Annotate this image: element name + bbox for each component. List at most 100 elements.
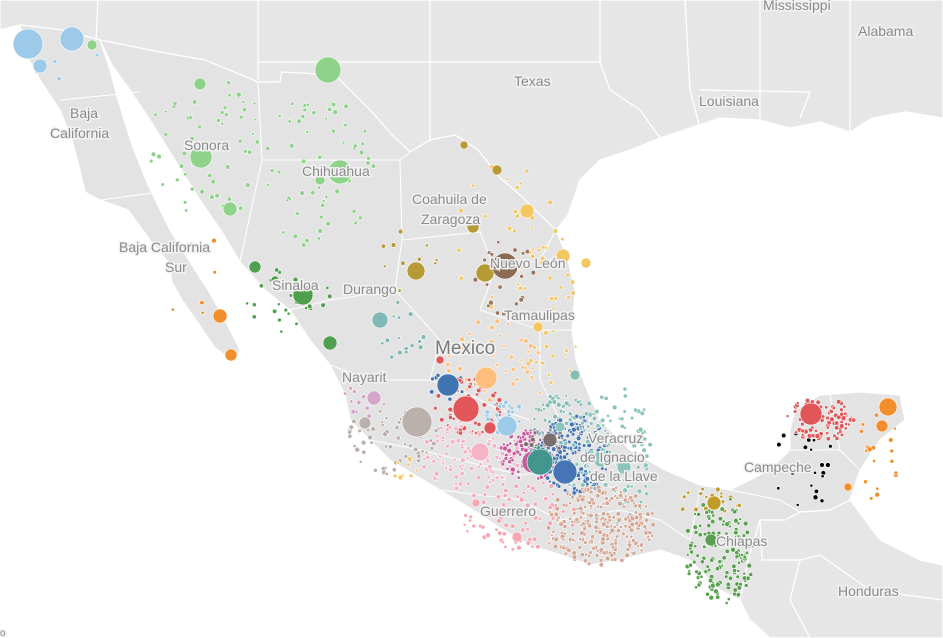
city-dot-sonora[interactable] (199, 189, 205, 195)
city-dot-guerrero[interactable] (530, 544, 535, 549)
city-dot-puebla[interactable] (594, 469, 600, 475)
city-dot-veracruz[interactable] (571, 442, 577, 448)
city-dot-veracruz[interactable] (636, 477, 641, 482)
city-dot-nuevo-leon[interactable] (488, 299, 494, 306)
city-dot-oaxaca[interactable] (584, 552, 589, 557)
city-dot-yucatan[interactable] (804, 398, 811, 404)
city-dot-guerrero[interactable] (526, 484, 531, 489)
city-circle-baja-california-sur[interactable] (224, 348, 238, 362)
city-dot-coahuila[interactable] (515, 185, 520, 190)
city-dot-michoacan[interactable] (457, 481, 464, 487)
city-dot-oaxaca[interactable] (553, 536, 560, 543)
city-dot-sonora[interactable] (316, 236, 322, 241)
city-dot-coahuila[interactable] (530, 226, 535, 231)
city-dot-veracruz[interactable] (590, 472, 595, 476)
city-dot-michoacan[interactable] (435, 433, 440, 439)
city-dot-guerrero[interactable] (506, 497, 512, 502)
city-dot-campeche[interactable] (819, 462, 825, 468)
city-dot-tamaulipas[interactable] (569, 279, 576, 285)
city-dot-michoacan[interactable] (462, 449, 468, 455)
city-circle-zacatecas[interactable] (371, 311, 389, 329)
city-dot-mexico-state[interactable] (510, 466, 516, 473)
city-dot-guerrero[interactable] (531, 536, 538, 542)
city-dot-jalisco[interactable] (403, 442, 408, 447)
city-dot-oaxaca[interactable] (579, 530, 585, 536)
city-dot-jalisco[interactable] (358, 460, 363, 464)
city-dot-zacatecas[interactable] (396, 315, 402, 320)
city-dot-quintana-roo[interactable] (875, 486, 880, 491)
city-dot-sonora[interactable] (227, 93, 232, 98)
city-dot-tamaulipas[interactable] (558, 285, 563, 290)
city-dot-tamaulipas[interactable] (551, 306, 556, 311)
city-dot-michoacan[interactable] (490, 470, 496, 475)
city-dot-sonora[interactable] (362, 129, 368, 134)
city-dot-nuevo-leon[interactable] (489, 252, 494, 257)
city-dot-jalisco[interactable] (382, 431, 388, 438)
city-dot-baja-california-sur[interactable] (189, 241, 194, 246)
city-dot-nuevo-leon[interactable] (514, 301, 519, 307)
city-dot-michoacan[interactable] (434, 471, 440, 477)
city-dot-sonora[interactable] (238, 205, 244, 211)
city-dot-guanajuato[interactable] (476, 421, 482, 427)
city-dot-sonora[interactable] (317, 185, 322, 190)
city-dot-nayarit[interactable] (364, 405, 370, 411)
city-dot-chiapas[interactable] (692, 524, 698, 530)
city-dot-puebla[interactable] (550, 446, 557, 452)
city-dot-tamaulipas[interactable] (543, 344, 550, 350)
city-dot-michoacan[interactable] (440, 435, 446, 440)
city-dot-oaxaca[interactable] (587, 540, 592, 545)
city-dot-yucatan[interactable] (800, 433, 805, 437)
city-dot-chiapas[interactable] (696, 512, 701, 517)
city-dot-san-luis-potosi[interactable] (458, 344, 465, 351)
city-dot-san-luis-potosi[interactable] (510, 367, 516, 372)
city-dot-yucatan[interactable] (836, 414, 842, 420)
city-dot-guerrero[interactable] (518, 496, 525, 503)
city-dot-guerrero[interactable] (465, 529, 470, 534)
city-dot-oaxaca[interactable] (612, 524, 617, 529)
city-dot-veracruz[interactable] (641, 447, 647, 453)
city-dot-oaxaca[interactable] (604, 496, 609, 501)
city-dot-zacatecas[interactable] (417, 339, 422, 344)
city-dot-hidalgo[interactable] (567, 417, 573, 423)
city-dot-nayarit[interactable] (343, 391, 348, 396)
city-dot-san-luis-potosi[interactable] (488, 339, 495, 345)
city-dot-san-luis-potosi[interactable] (445, 362, 451, 367)
city-dot-tamaulipas[interactable] (547, 275, 553, 281)
city-dot-mexico-state[interactable] (510, 471, 515, 476)
city-dot-oaxaca[interactable] (554, 497, 561, 503)
city-dot-guerrero[interactable] (548, 483, 554, 489)
city-dot-guerrero[interactable] (551, 492, 556, 497)
city-dot-oaxaca[interactable] (600, 516, 605, 521)
city-dot-oaxaca[interactable] (616, 517, 622, 523)
city-dot-yucatan[interactable] (814, 433, 821, 439)
city-dot-michoacan[interactable] (454, 481, 459, 486)
city-dot-mexico-state[interactable] (505, 443, 510, 448)
city-dot-puebla[interactable] (575, 422, 579, 427)
city-dot-sonora[interactable] (189, 136, 195, 142)
city-dot-jalisco[interactable] (433, 428, 439, 433)
city-dot-quintana-roo[interactable] (872, 459, 877, 463)
city-dot-michoacan[interactable] (494, 475, 500, 481)
city-dot-san-luis-potosi[interactable] (494, 318, 500, 324)
city-dot-durango[interactable] (381, 243, 386, 249)
city-circle-sinaloa[interactable] (292, 284, 314, 306)
city-dot-san-luis-potosi[interactable] (523, 338, 529, 344)
city-dot-chiapas[interactable] (700, 559, 705, 565)
city-dot-puebla[interactable] (589, 480, 593, 484)
city-dot-oaxaca[interactable] (604, 555, 611, 562)
city-circle-aguascalientes[interactable] (436, 373, 460, 397)
city-dot-hidalgo[interactable] (564, 420, 570, 426)
city-dot-campeche[interactable] (802, 444, 808, 450)
city-dot-queretaro[interactable] (509, 405, 515, 411)
city-dot-chiapas[interactable] (731, 563, 737, 569)
city-dot-jalisco[interactable] (420, 449, 425, 454)
city-dot-chiapas[interactable] (710, 583, 716, 589)
city-dot-nayarit[interactable] (349, 399, 354, 404)
city-dot-oaxaca[interactable] (586, 561, 592, 566)
city-dot-guerrero[interactable] (510, 547, 515, 552)
city-dot-guanajuato[interactable] (447, 406, 453, 413)
city-dot-quintana-roo[interactable] (889, 448, 895, 454)
city-dot-san-luis-potosi[interactable] (482, 389, 487, 393)
city-dot-puebla[interactable] (565, 451, 570, 457)
city-dot-san-luis-potosi[interactable] (519, 337, 524, 343)
